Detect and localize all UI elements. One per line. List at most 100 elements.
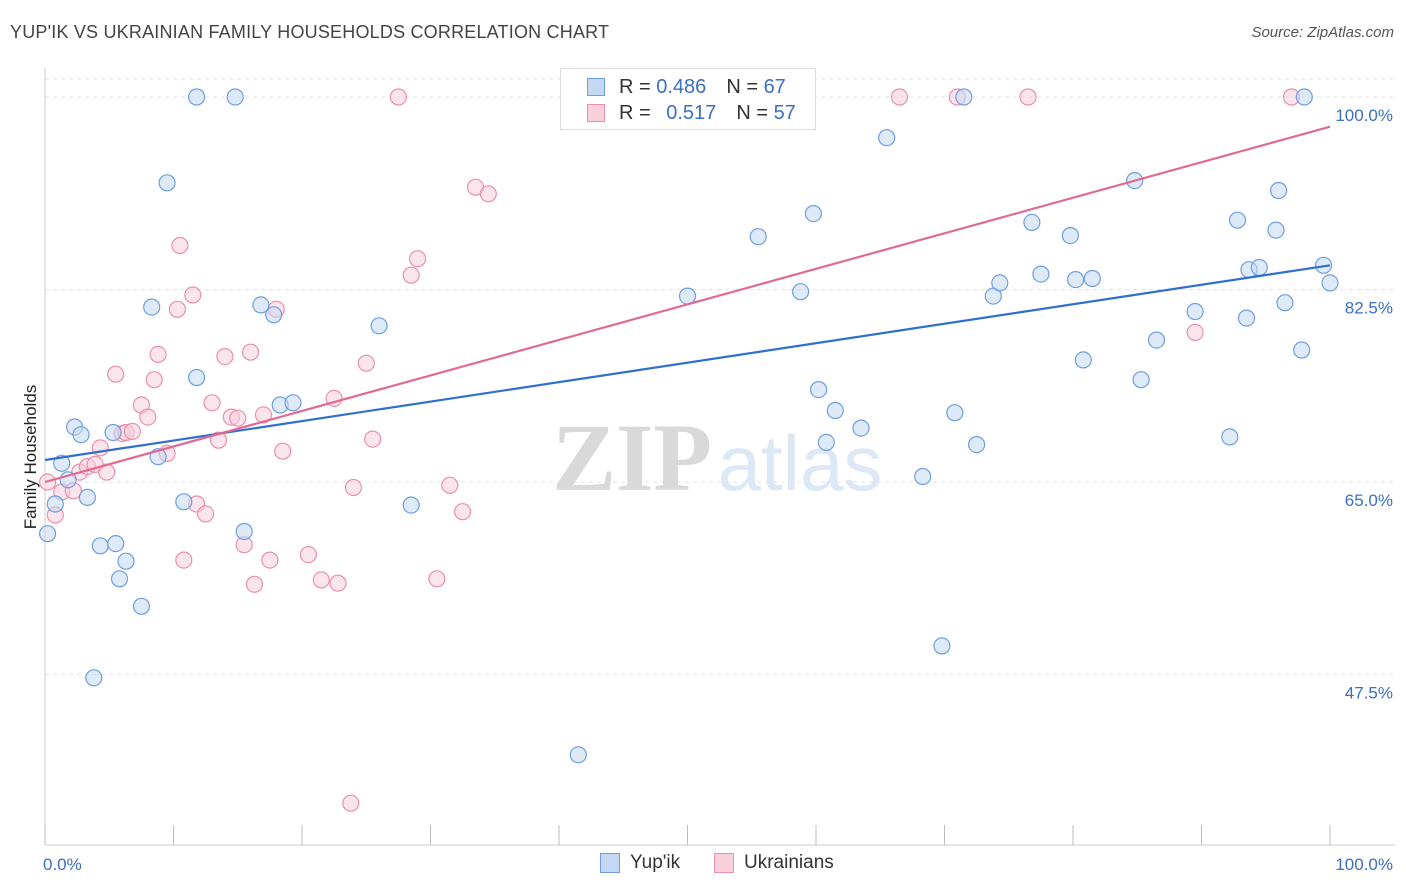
- yupik-point: [284, 394, 302, 412]
- yupik-point: [85, 669, 103, 687]
- ukrainians-point: [329, 574, 347, 592]
- ukrainians-point: [145, 371, 163, 389]
- yupik-point: [1083, 269, 1101, 288]
- ukrainians-point: [441, 476, 459, 494]
- axes: [44, 68, 1395, 846]
- ukrainians-point: [261, 551, 279, 569]
- chart-source: Source: ZipAtlas.com: [1251, 24, 1394, 41]
- yupik-point: [117, 552, 135, 570]
- yupik-point: [955, 88, 973, 106]
- ukrainians-point: [123, 422, 141, 440]
- tick-labels: 47.5% 65.0% 82.5% 100.0% 0.0% 100.0%: [43, 106, 1393, 874]
- ukrainians-point: [216, 348, 234, 366]
- yupik-point: [933, 637, 951, 655]
- yupik-point: [265, 306, 283, 324]
- yupik-point: [817, 433, 835, 451]
- yupik-point: [1023, 213, 1041, 231]
- ukrainians-point: [184, 286, 202, 304]
- yupik-point: [370, 317, 388, 335]
- yupik-point: [226, 88, 244, 106]
- yupik-point: [749, 228, 767, 246]
- x-tick-label: 0.0%: [43, 855, 82, 874]
- yupik-point: [132, 597, 150, 615]
- yupik-point: [188, 368, 206, 387]
- yupik-point: [110, 570, 129, 588]
- yupik-point: [791, 283, 810, 301]
- legend-swatch-ukrainians: [587, 104, 605, 122]
- ukrainians-point: [254, 406, 273, 424]
- ukrainians-point: [409, 250, 427, 268]
- ukrainians-point: [149, 345, 167, 363]
- legend-n-label: N =: [726, 75, 758, 98]
- ukrainians-point: [274, 442, 292, 460]
- ukrainians-point: [171, 236, 189, 255]
- ukrainians-point: [229, 409, 247, 427]
- yupik-point: [1221, 428, 1239, 446]
- ukrainians-point: [890, 88, 909, 106]
- yupik-point: [1250, 258, 1268, 277]
- yupik-points: [38, 88, 1339, 764]
- legend-n-value: 57: [773, 101, 796, 124]
- trend-lines: [44, 125, 1331, 484]
- legend-swatch-yupik: [600, 853, 620, 873]
- ukrainians-point: [197, 505, 215, 523]
- legend-r-value: 0.486: [656, 75, 707, 98]
- ukrainians-point: [344, 478, 362, 497]
- yupik-point: [188, 88, 206, 106]
- ukrainians-point: [168, 300, 186, 318]
- ukrainians-point: [389, 88, 407, 106]
- yupik-point: [107, 534, 125, 553]
- ukrainians-point: [342, 794, 360, 812]
- ukrainians-point: [364, 430, 382, 448]
- legend-n-label: N =: [736, 101, 768, 124]
- ukrainians-point: [357, 354, 375, 372]
- yupik-point: [1147, 331, 1166, 349]
- yupik-point: [78, 488, 97, 506]
- yupik-point: [175, 493, 193, 511]
- yupik-trend-line: [44, 264, 1331, 462]
- y-axis-title: Family Households: [21, 384, 40, 530]
- yupik-point: [804, 205, 823, 223]
- yupik-point: [1066, 271, 1085, 289]
- y-tick-label: 100.0%: [1335, 106, 1393, 125]
- ukrainians-point: [242, 343, 260, 361]
- yupik-point: [235, 522, 253, 541]
- yupik-point: [104, 423, 122, 442]
- ukrainians-point: [139, 408, 157, 426]
- legend-swatch-ukrainians: [714, 853, 734, 873]
- ukrainians-point: [299, 545, 317, 564]
- legend-r-label: R =: [619, 101, 651, 124]
- yupik-point: [852, 419, 870, 437]
- yupik-point: [1074, 351, 1092, 369]
- x-tick-label: 100.0%: [1335, 855, 1393, 874]
- legend-row-yupik: R = 0.486 N = 67: [587, 75, 786, 99]
- ukrainians-point: [428, 570, 446, 588]
- ukrainians-point: [402, 266, 420, 284]
- yupik-point: [1321, 274, 1339, 292]
- ukrainians-point: [203, 394, 221, 412]
- series-legend: Yup'ik Ukrainians: [0, 852, 1406, 876]
- legend-item-yupik[interactable]: Yup'ik: [600, 852, 680, 874]
- legend-row-ukrainians: R = 0.517 N = 57: [587, 101, 796, 125]
- y-tick-label: 82.5%: [1345, 299, 1393, 318]
- ukrainians-point: [312, 571, 330, 589]
- legend-item-ukrainians[interactable]: Ukrainians: [714, 852, 834, 874]
- yupik-point: [1269, 181, 1288, 200]
- yupik-point: [402, 496, 420, 514]
- ukrainians-trend-line: [44, 125, 1331, 484]
- ukrainians-point: [479, 185, 497, 203]
- yupik-point: [1295, 88, 1313, 106]
- ukrainians-point: [175, 551, 193, 569]
- legend-label-yupik: Yup'ik: [630, 852, 681, 873]
- ukrainians-point: [245, 575, 264, 593]
- chart-title: YUP'IK VS UKRAINIAN FAMILY HOUSEHOLDS CO…: [10, 22, 610, 42]
- ukrainians-point: [107, 365, 125, 383]
- yupik-point: [1228, 211, 1247, 229]
- yupik-point: [91, 537, 109, 555]
- yupik-point: [946, 404, 964, 422]
- y-tick-label: 47.5%: [1345, 684, 1393, 703]
- yupik-point: [991, 274, 1009, 292]
- yupik-point: [46, 495, 64, 513]
- watermark: ZIP atlas: [552, 404, 882, 511]
